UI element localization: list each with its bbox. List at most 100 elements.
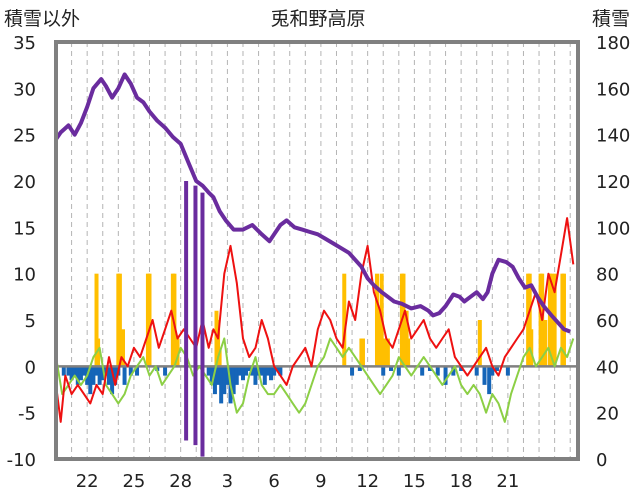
x-tick-label: 9 <box>315 471 326 492</box>
temp_negative-bar-32 <box>234 366 239 385</box>
right-tick-label: 0 <box>596 450 607 471</box>
temp_negative-bar-34 <box>240 366 245 381</box>
temp_negative-bar-43 <box>269 366 274 381</box>
temp_negative-bar-57 <box>459 366 464 371</box>
line-layer <box>54 72 575 457</box>
temp_negative-bar-58 <box>474 366 479 376</box>
precip-bar-9 <box>175 338 180 367</box>
temp_negative-bar-27 <box>219 366 224 404</box>
precip-bar-33 <box>549 273 554 367</box>
temp_negative-bar-19 <box>128 366 133 376</box>
right-tick-label: 180 <box>596 33 630 54</box>
temp_negative-bar-40 <box>259 366 264 376</box>
left-tick-label: 20 <box>13 172 36 193</box>
temp_negative-bar-31 <box>231 366 236 395</box>
right-axis-label: 積雪 <box>592 8 630 30</box>
temp_negative-bar-15 <box>110 366 115 395</box>
precip-bar-28 <box>529 329 534 367</box>
temp_negative-bar-26 <box>216 366 221 385</box>
precip-bar-27 <box>527 273 532 367</box>
precip-bar-31 <box>543 320 548 367</box>
temp_negative-bar-45 <box>275 366 280 371</box>
precip-bar-24 <box>406 338 411 367</box>
temp_negative-bar-28 <box>222 366 227 395</box>
precip-bar-12 <box>217 347 222 367</box>
temp_negative-bar-46 <box>278 366 283 376</box>
temp_negative-bar-18 <box>122 366 127 385</box>
x-tick-label: 18 <box>450 471 473 492</box>
x-tick-label: 15 <box>403 471 426 492</box>
precip-bar-11 <box>216 320 221 367</box>
temp_negative-bar-53 <box>427 366 432 371</box>
precip-bar-13 <box>342 273 347 367</box>
left-axis-label: 積雪以外 <box>4 8 80 30</box>
precip-bar-36 <box>561 273 566 367</box>
temp_negative-bar-41 <box>262 366 267 385</box>
x-tick-label: 21 <box>496 471 519 492</box>
plot-frame <box>54 40 580 461</box>
temp_negative-bar-4 <box>75 366 80 385</box>
temp_negative-bar-3 <box>72 366 77 376</box>
temp_negative-bar-10 <box>94 366 99 376</box>
temp_negative-bar-49 <box>381 366 386 376</box>
right-tick-label: 60 <box>596 311 619 332</box>
temp_negative-bar-8 <box>88 366 93 395</box>
temp_negative-bar-25 <box>212 366 217 395</box>
temp_negative-bar-48 <box>357 366 362 371</box>
x-tick-label: 25 <box>122 471 145 492</box>
temp_negative-bar-16 <box>113 366 118 385</box>
temp_negative-bar-9 <box>91 366 96 385</box>
precip-bar-19 <box>382 338 387 367</box>
precip-bar-15 <box>360 338 365 367</box>
precip-bar-1 <box>96 338 101 367</box>
temp_negative-bar-47 <box>350 366 355 376</box>
temp_negative-bar-56 <box>451 366 456 376</box>
precip-bar-25 <box>477 320 482 367</box>
chart-title: 兎和野高原 <box>270 8 365 30</box>
temp_negative-bar-6 <box>82 366 87 376</box>
snow_depth-line <box>54 72 571 334</box>
temp_negative-bar-50 <box>389 366 394 371</box>
right-tick-label: 40 <box>596 357 619 378</box>
right-y-axis: 180 160 140 120 100 80 60 40 20 0 <box>596 33 630 471</box>
grid <box>71 42 571 459</box>
temp_negative-bar-62 <box>494 366 499 371</box>
temp_negative-bar-0 <box>61 366 66 376</box>
temp_negative-bar-55 <box>443 366 448 385</box>
precip-bar-20 <box>385 338 390 367</box>
x-tick-label: 28 <box>169 471 192 492</box>
precip-bar-6 <box>147 273 152 367</box>
precip-bar-8 <box>172 273 177 367</box>
x-tick-label: 22 <box>76 471 99 492</box>
temp_negative-bar-63 <box>505 366 510 376</box>
temp_min-line <box>55 337 575 423</box>
x-tick-label: 3 <box>222 471 233 492</box>
right-tick-label: 160 <box>596 79 630 100</box>
left-y-axis: 35 30 25 20 15 10 5 0 -5 -10 <box>7 33 36 471</box>
right-tick-label: 100 <box>596 218 630 239</box>
temp_negative-bar-24 <box>209 366 214 385</box>
temp_negative-bar-59 <box>482 366 487 385</box>
temp_negative-bar-11 <box>97 366 102 385</box>
precip-bar-16 <box>374 273 379 367</box>
temp_max-line <box>55 217 575 423</box>
x-axis: 22 25 28 3 6 9 12 15 18 21 <box>76 471 520 492</box>
temp_negative-bar-1 <box>66 366 71 376</box>
temp_negative-bar-2 <box>69 366 74 381</box>
right-tick-label: 20 <box>596 404 619 425</box>
temp_negative-bar-60 <box>487 366 492 395</box>
temp_negative-bar-61 <box>490 366 495 376</box>
precip-bar-22 <box>401 273 406 367</box>
temp_negative-bar-23 <box>206 366 211 376</box>
left-tick-label: 0 <box>25 357 36 378</box>
precip-bar-0 <box>94 273 99 367</box>
temp_negative-bar-33 <box>237 366 242 376</box>
temp_negative-bar-52 <box>420 366 425 376</box>
temp_negative-bar-36 <box>247 366 252 371</box>
temp_negative-bar-5 <box>78 366 83 381</box>
left-tick-label: 25 <box>13 126 36 147</box>
left-tick-label: -5 <box>18 404 36 425</box>
left-tick-label: 15 <box>13 218 36 239</box>
left-tick-label: 10 <box>13 265 36 286</box>
